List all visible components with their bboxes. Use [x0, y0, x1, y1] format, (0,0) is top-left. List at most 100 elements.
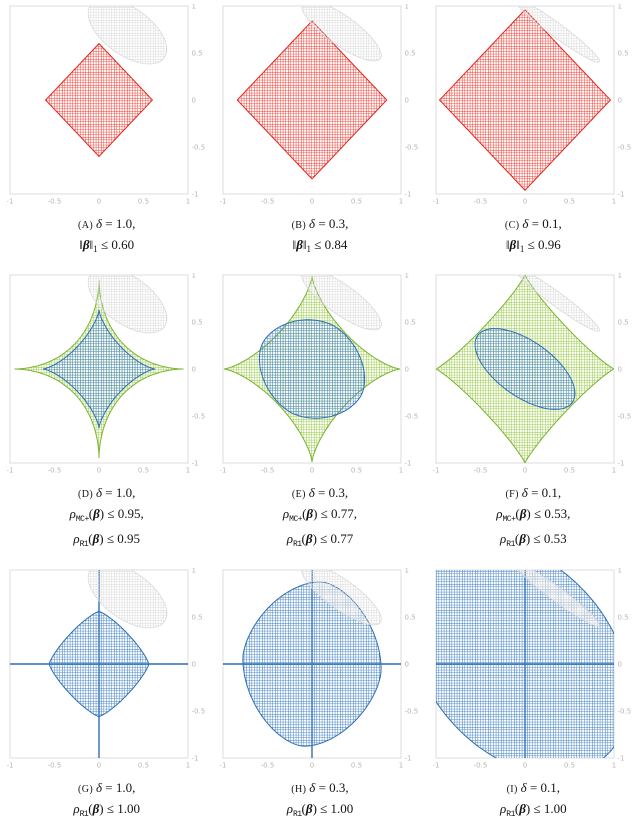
y-tick-label: 0.5 — [618, 318, 629, 326]
region-gray — [87, 275, 167, 334]
x-tick-label: -0.5 — [261, 198, 275, 206]
caption-line: ρR1(β) ≤ 0.77 — [283, 529, 357, 554]
caption-segment: ρ — [69, 506, 76, 521]
x-tick-label: -1 — [220, 762, 226, 770]
caption-segment: MC+ — [75, 515, 89, 524]
x-tick-label: 0 — [310, 467, 314, 475]
region-gray — [518, 6, 601, 63]
x-tick-label: 1 — [185, 467, 189, 475]
y-tick-label: 0 — [618, 96, 622, 104]
caption-segment: ) ≤ 0.53, — [526, 506, 571, 521]
panel-e-plot: -1 -1 -0.5 -0.5 0 0 0.5 0.5 1 1 — [219, 271, 420, 480]
y-tick-label: -1 — [191, 459, 198, 467]
y-tick-label: 1 — [191, 4, 195, 10]
x-tick-label: 0 — [310, 762, 314, 770]
x-tick-label: -1 — [220, 467, 226, 475]
x-tick-label: 0.5 — [564, 467, 575, 475]
x-tick-label: -0.5 — [474, 198, 488, 206]
y-tick-label: -0.5 — [618, 707, 632, 715]
caption-segment: ρ — [282, 506, 290, 521]
caption-segment: ρ — [73, 531, 80, 546]
caption-line: ‖β‖1 ≤ 0.60 — [78, 235, 135, 259]
caption-line: (G) δ = 1.0, — [73, 778, 140, 799]
x-tick-label: 0.5 — [138, 198, 149, 206]
caption-line: ρR1(β) ≤ 1.00 — [73, 799, 140, 824]
caption-segment: ‖ — [505, 237, 510, 252]
x-tick-label: -1 — [433, 198, 439, 206]
y-tick-label: 0 — [191, 96, 195, 104]
region-gray — [301, 275, 382, 331]
caption-segment: ( — [514, 801, 520, 816]
region-gray — [87, 570, 167, 629]
x-tick-label: -0.5 — [47, 198, 61, 206]
x-tick-label: 1 — [399, 762, 403, 770]
panel-b-caption: (B) δ = 0.3, ‖β‖1 ≤ 0.84 — [292, 214, 349, 259]
x-tick-label: 0 — [96, 198, 100, 206]
caption-segment: R1 — [506, 540, 515, 549]
caption-segment: R1 — [506, 810, 515, 819]
region-gray — [518, 275, 601, 332]
caption-line: ρR1(β) ≤ 1.00 — [287, 799, 354, 824]
caption-segment: R1 — [79, 810, 89, 819]
caption-segment: ( — [301, 531, 306, 546]
x-tick-label: -1 — [7, 762, 13, 770]
panel-a-plot: -1 -1 -0.5 -0.5 0 0 0.5 0.5 1 1 — [6, 2, 207, 211]
caption-segment: ρ — [500, 531, 507, 546]
caption-line: (F) δ = 0.1, — [496, 483, 570, 504]
panel-g-plot: -1 -1 -0.5 -0.5 0 0 0.5 0.5 1 1 — [6, 566, 207, 775]
panel-h: -1 -1 -0.5 -0.5 0 0 0.5 0.5 1 1 (H) δ = 0.3, ρR1(β… — [215, 566, 424, 824]
caption-line: ‖β‖1 ≤ 0.96 — [505, 235, 562, 259]
y-tick-label: -1 — [404, 459, 411, 467]
caption-line: ρMC+(β) ≤ 0.77, — [283, 504, 357, 529]
plot-svg-b: -1 -1 -0.5 -0.5 0 0 0.5 0.5 1 1 — [219, 2, 418, 206]
x-tick-label: 1 — [399, 467, 403, 475]
panel-b: -1 -1 -0.5 -0.5 0 0 0.5 0.5 1 1 (B) δ = 0.3, ‖β‖1 … — [215, 2, 424, 259]
y-tick-label: 0.5 — [404, 318, 415, 326]
x-tick-label: 1 — [185, 762, 189, 770]
y-tick-label: 0 — [404, 365, 408, 373]
caption-segment: β — [92, 801, 100, 816]
y-tick-label: 0 — [404, 660, 408, 668]
caption-segment: ρ — [500, 801, 507, 816]
panel-e-caption: (E) δ = 0.3, ρMC+(β) ≤ 0.77, ρR1(β) ≤ 0.77 — [283, 483, 357, 554]
region-blue — [436, 570, 615, 758]
caption-segment: ≤ 0.60 — [97, 237, 135, 252]
caption-segment: ≤ 0.84 — [311, 237, 348, 252]
caption-segment: δ — [95, 485, 102, 500]
caption-line: (D) δ = 1.0, — [70, 483, 144, 504]
x-tick-label: -0.5 — [261, 467, 275, 475]
caption-line: (I) δ = 0.1, — [500, 778, 567, 799]
y-tick-label: 1 — [404, 273, 408, 279]
caption-segment: β — [305, 531, 313, 546]
plot-svg-a: -1 -1 -0.5 -0.5 0 0 0.5 0.5 1 1 — [6, 2, 205, 206]
x-tick-label: -1 — [433, 467, 439, 475]
y-tick-label: 0 — [191, 365, 195, 373]
y-tick-label: -1 — [618, 190, 625, 198]
y-tick-label: -1 — [404, 754, 411, 762]
caption-segment: = 0.3, — [315, 780, 349, 795]
caption-segment: β — [92, 531, 100, 546]
x-tick-label: -1 — [220, 198, 226, 206]
caption-segment: ( — [302, 506, 307, 521]
x-tick-label: -1 — [7, 467, 13, 475]
caption-line: (H) δ = 0.3, — [287, 778, 354, 799]
caption-segment: ) ≤ 1.00 — [312, 801, 354, 816]
region-red — [44, 42, 153, 158]
x-tick-label: 1 — [185, 198, 189, 206]
caption-segment: ) ≤ 0.77, — [313, 506, 358, 521]
y-tick-label: 0.5 — [618, 613, 629, 621]
y-tick-label: 0.5 — [191, 613, 202, 621]
caption-segment: = 1.0, — [102, 780, 136, 795]
caption-segment: ρ — [286, 801, 293, 816]
region-blue — [258, 319, 366, 419]
y-tick-label: -0.5 — [404, 412, 418, 420]
plot-svg-c: -1 -1 -0.5 -0.5 0 0 0.5 0.5 1 1 — [433, 2, 632, 206]
caption-segment: (F) — [505, 489, 522, 500]
x-tick-label: 1 — [612, 467, 616, 475]
caption-line: (A) δ = 1.0, — [78, 214, 135, 235]
x-tick-label: 0 — [523, 198, 527, 206]
panel-c: -1 -1 -0.5 -0.5 0 0 0.5 0.5 1 1 (C) δ = 0.1, ‖β‖1 … — [429, 2, 638, 259]
x-tick-label: 1 — [612, 198, 616, 206]
y-tick-label: 0 — [618, 660, 622, 668]
